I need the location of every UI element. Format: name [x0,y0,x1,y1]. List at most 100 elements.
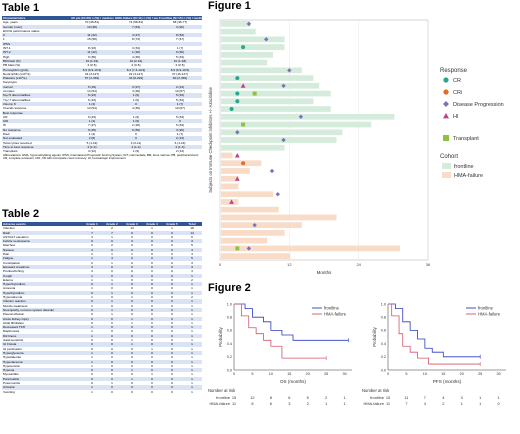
x-tick-label: 36 [426,262,431,267]
table-cell: Platelets (x10⁹/L) [2,76,70,81]
table-cell: 1 [191,303,193,308]
table-cell: 0 [142,239,162,244]
table-cell: 1 (7) [176,132,184,137]
x-tick-label: 12 [287,262,292,267]
table-cell: 15 (58) [87,37,97,42]
table-cell: 0 [111,320,113,325]
risk-count: 7 [405,401,407,406]
table-cell: Constipation [3,260,21,265]
legend-transplant-icon [443,135,449,141]
table-cell: 3 (12) [87,149,97,154]
frontline-bar [221,67,302,74]
table-cell: 2 [191,295,193,300]
x-tick-label: 20 [460,372,464,376]
legend-label: HMA-failure [324,311,347,316]
table-cell: 1 [91,226,93,231]
table-cell: 3 [182,239,202,244]
risk-count: 12 [250,395,254,400]
table-row: Overall response 14 (54) 4 (36) 10 (67) [2,106,202,110]
table-cell: 0 [122,273,142,278]
table-cell: 8.9 (6.9-10.9) [70,67,114,72]
risk-count: 1 [325,401,327,406]
table-cell: 4 [182,247,202,253]
table-cell: 3 [182,264,202,270]
table-cell: 0 [111,363,113,368]
table-cell [158,110,202,115]
table-cell: 0 [142,368,162,373]
table-row: Time to best response 2 (1-4) 2 (1-4) 2 (1-… [2,144,202,150]
table-cell: 0 [142,325,162,330]
table-cell: 1 (4) [70,119,114,124]
risk-row-label: frontline [370,395,384,400]
table-cell: 4 [102,256,122,261]
table-cell: 0 [151,303,153,308]
table-cell: 0 [122,299,142,304]
table-cell: 3 [91,243,93,248]
table-cell: INT-2 [2,50,70,55]
x-tick-label: 0 [233,372,235,376]
table-row: Infusion reaction 0 1 0 0 0 1 [2,299,202,304]
table-cell: 0 [151,338,153,343]
table-row: No response 9 (35) 6 (55) 3 (20) [2,127,202,133]
table-cell: 5 (1-19) [86,140,98,145]
table-cell: 0 [91,338,93,343]
table-cell: 0 [111,329,113,334]
table-cell: Nausea [2,247,82,253]
table-cell: 7 [102,230,122,235]
table-cell: 1 [91,286,93,291]
table-cell: 8 (53) [158,33,202,38]
risk-count: 1 [498,395,500,400]
table-cell: Decreased TSH [2,325,82,330]
table-cell: 2 (1-4) [70,144,114,150]
progression-marker [252,222,257,228]
table-row: Urticaria 1 0 0 0 0 1 [2,385,202,390]
table-cell: 2 (18) [131,123,141,128]
table-cell: 0 [171,329,173,334]
progression-marker [287,68,292,73]
table1-header-cell: All pts (N=26) n (%) / median (range) [70,16,114,21]
table-cell: 57 (2-339) [70,76,114,81]
table-cell: 0 [131,269,133,274]
legend-label: Disease Progression [453,102,504,108]
x-tick-label: 0 [387,372,389,376]
table-cell: 0 [151,329,153,334]
table-cell: 1 [122,342,142,347]
table-cell: 1 [102,299,122,304]
table-cell: IPSS [2,41,70,47]
table-cell: 4 (36) [131,54,141,59]
table-cell: normal [2,84,70,90]
table-cell: 8 (73) [131,37,141,42]
cr-marker [235,99,240,104]
table-cell: 0 [171,346,173,351]
table-cell: 0 [82,316,102,321]
risk-count: 1 [344,395,346,400]
table-cell: 1 [182,359,202,364]
progression-marker [264,37,269,42]
table-cell: 1 [182,350,202,356]
table-cell: 10 (67) [175,89,185,94]
table-cell: 0 [151,380,153,385]
legend-progression-icon [443,101,449,107]
x-tick-label: 30 [497,372,501,376]
table-cell: 10 (2-19) [114,58,158,64]
table-cell: 0 [122,256,142,261]
table-cell: 1 [182,368,202,373]
table-cell: 1 [91,277,93,282]
table-cell: 0 [102,368,122,373]
table-cell: 2 (8) [70,136,114,141]
table2-header-cell: Adverse events [2,222,82,227]
table-row: BM blast (%) 10 (1-19) 10 (2-19) 10 (1-18) [2,58,202,64]
table-cell [70,41,114,47]
table-row: Platelets (x10⁹/L) 57 (2-339) 43 (8-229) 60… [2,76,202,81]
table-row: Infection 1 2 13 1 1 18 [2,226,202,230]
risk-row-label: HMA-failure [363,401,384,406]
table-cell: 3 [82,264,102,270]
hma-failure-bar [221,183,239,190]
table-cell: Pruritus/Itching [3,269,24,274]
table-row: Best response [2,110,202,115]
table-row: Decreased TSH 1 0 0 0 0 1 [2,325,202,330]
table-cell: 1 [182,299,202,304]
table-row: HI 7 (27) 2 (18) 5 (33) [2,123,202,127]
table-row: Neuropathy, nervous system disorder 0 1 0 0 0… [2,307,202,313]
table-cell: 0 [171,234,173,239]
